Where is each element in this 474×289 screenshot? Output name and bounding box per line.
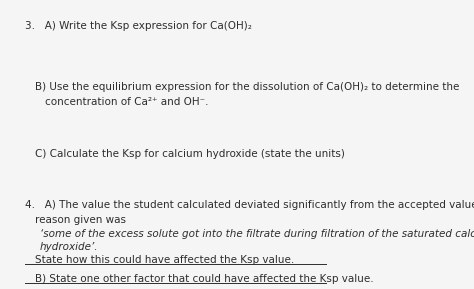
Text: State how this could have affected the Ksp value.: State how this could have affected the K…: [35, 255, 294, 265]
Text: ‘some of the excess solute got into the filtrate during filtration of the satura: ‘some of the excess solute got into the …: [40, 229, 474, 239]
Text: C) Calculate the Ksp for calcium hydroxide (state the units): C) Calculate the Ksp for calcium hydroxi…: [35, 149, 345, 159]
Text: 3.   A) Write the Ksp expression for Ca(OH)₂: 3. A) Write the Ksp expression for Ca(OH…: [25, 21, 252, 32]
Text: B) Use the equilibrium expression for the dissolution of Ca(OH)₂ to determine th: B) Use the equilibrium expression for th…: [35, 81, 459, 92]
Text: B) State one other factor that could have affected the Ksp value.: B) State one other factor that could hav…: [35, 274, 374, 284]
Text: concentration of Ca²⁺ and OH⁻.: concentration of Ca²⁺ and OH⁻.: [45, 97, 209, 107]
Text: 4.   A) The value the student calculated deviated significantly from the accepte: 4. A) The value the student calculated d…: [25, 200, 474, 210]
Text: reason given was: reason given was: [35, 215, 126, 225]
Text: hydroxide’.: hydroxide’.: [40, 242, 98, 252]
